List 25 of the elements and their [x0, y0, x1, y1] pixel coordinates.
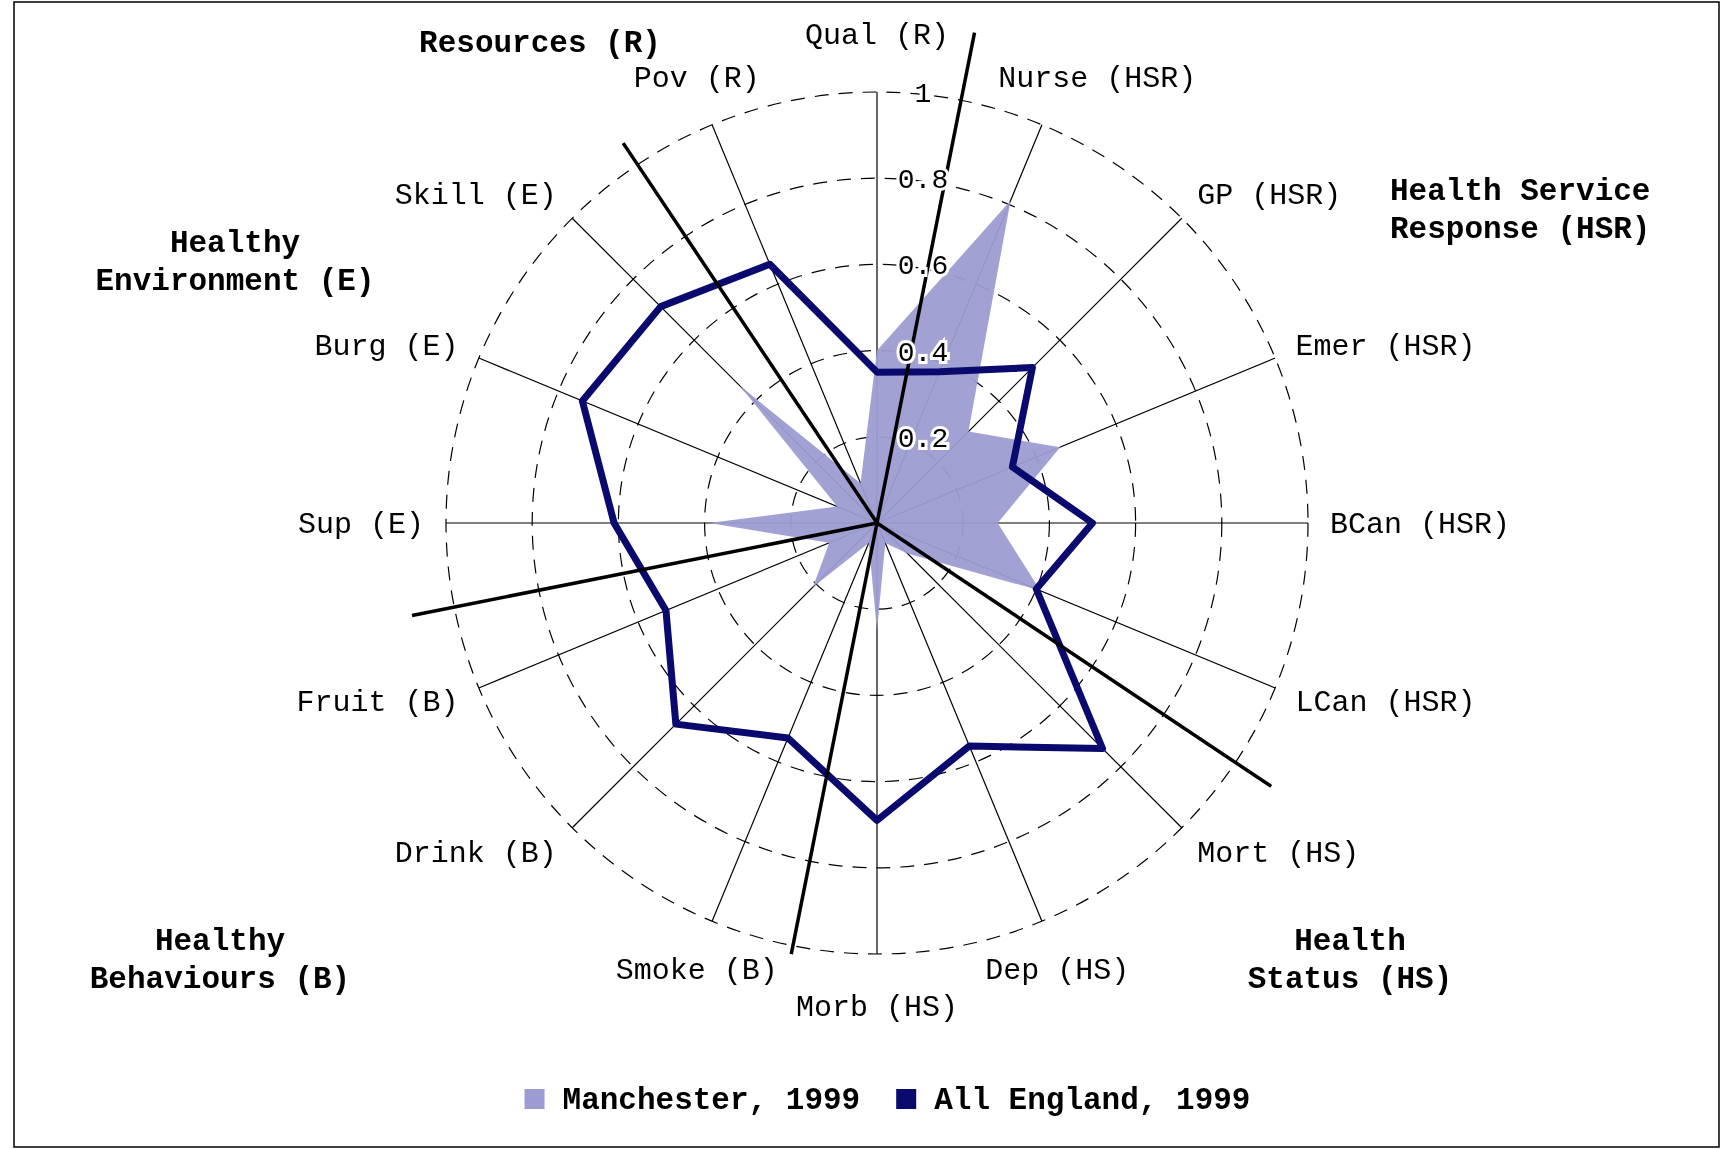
- spoke-label: BCan (HSR): [1330, 508, 1511, 542]
- text: Health Service Response (HSR): [1390, 174, 1651, 247]
- spoke-label: Qual (R): [804, 19, 950, 53]
- text: Resources (R): [419, 26, 661, 61]
- text: Healthy Behaviours (B): [89, 924, 351, 997]
- spoke-label: Emer (HSR): [1295, 330, 1476, 365]
- spoke-label: Mort (HS): [1197, 836, 1360, 871]
- spoke-label: Pov (R): [633, 61, 760, 96]
- spoke-label: LCan (HSR): [1295, 685, 1476, 720]
- spoke-label: Skill (E): [394, 179, 557, 214]
- spoke-label: Smoke (B): [615, 954, 778, 989]
- spoke-label: Morb (HS): [795, 991, 959, 1025]
- legend-label: Manchester, 1999: [562, 1083, 861, 1118]
- spoke-label: Sup (E): [297, 508, 424, 542]
- spoke-label: Drink (B): [394, 836, 557, 871]
- legend-label: All England, 1999: [934, 1083, 1251, 1118]
- spoke-label: Burg (E): [314, 330, 459, 365]
- y-tick-label: 1: [914, 79, 932, 110]
- text: Health Status (HS): [1247, 924, 1453, 997]
- y-tick-label: 0.2: [897, 423, 949, 455]
- spoke-label: Dep (HS): [985, 954, 1130, 989]
- spoke-label: Nurse (HSR): [998, 61, 1197, 96]
- text: Healthy Environment (E): [95, 226, 375, 299]
- spoke-label: Fruit (B): [296, 685, 459, 720]
- spoke-label: GP (HSR): [1197, 179, 1342, 214]
